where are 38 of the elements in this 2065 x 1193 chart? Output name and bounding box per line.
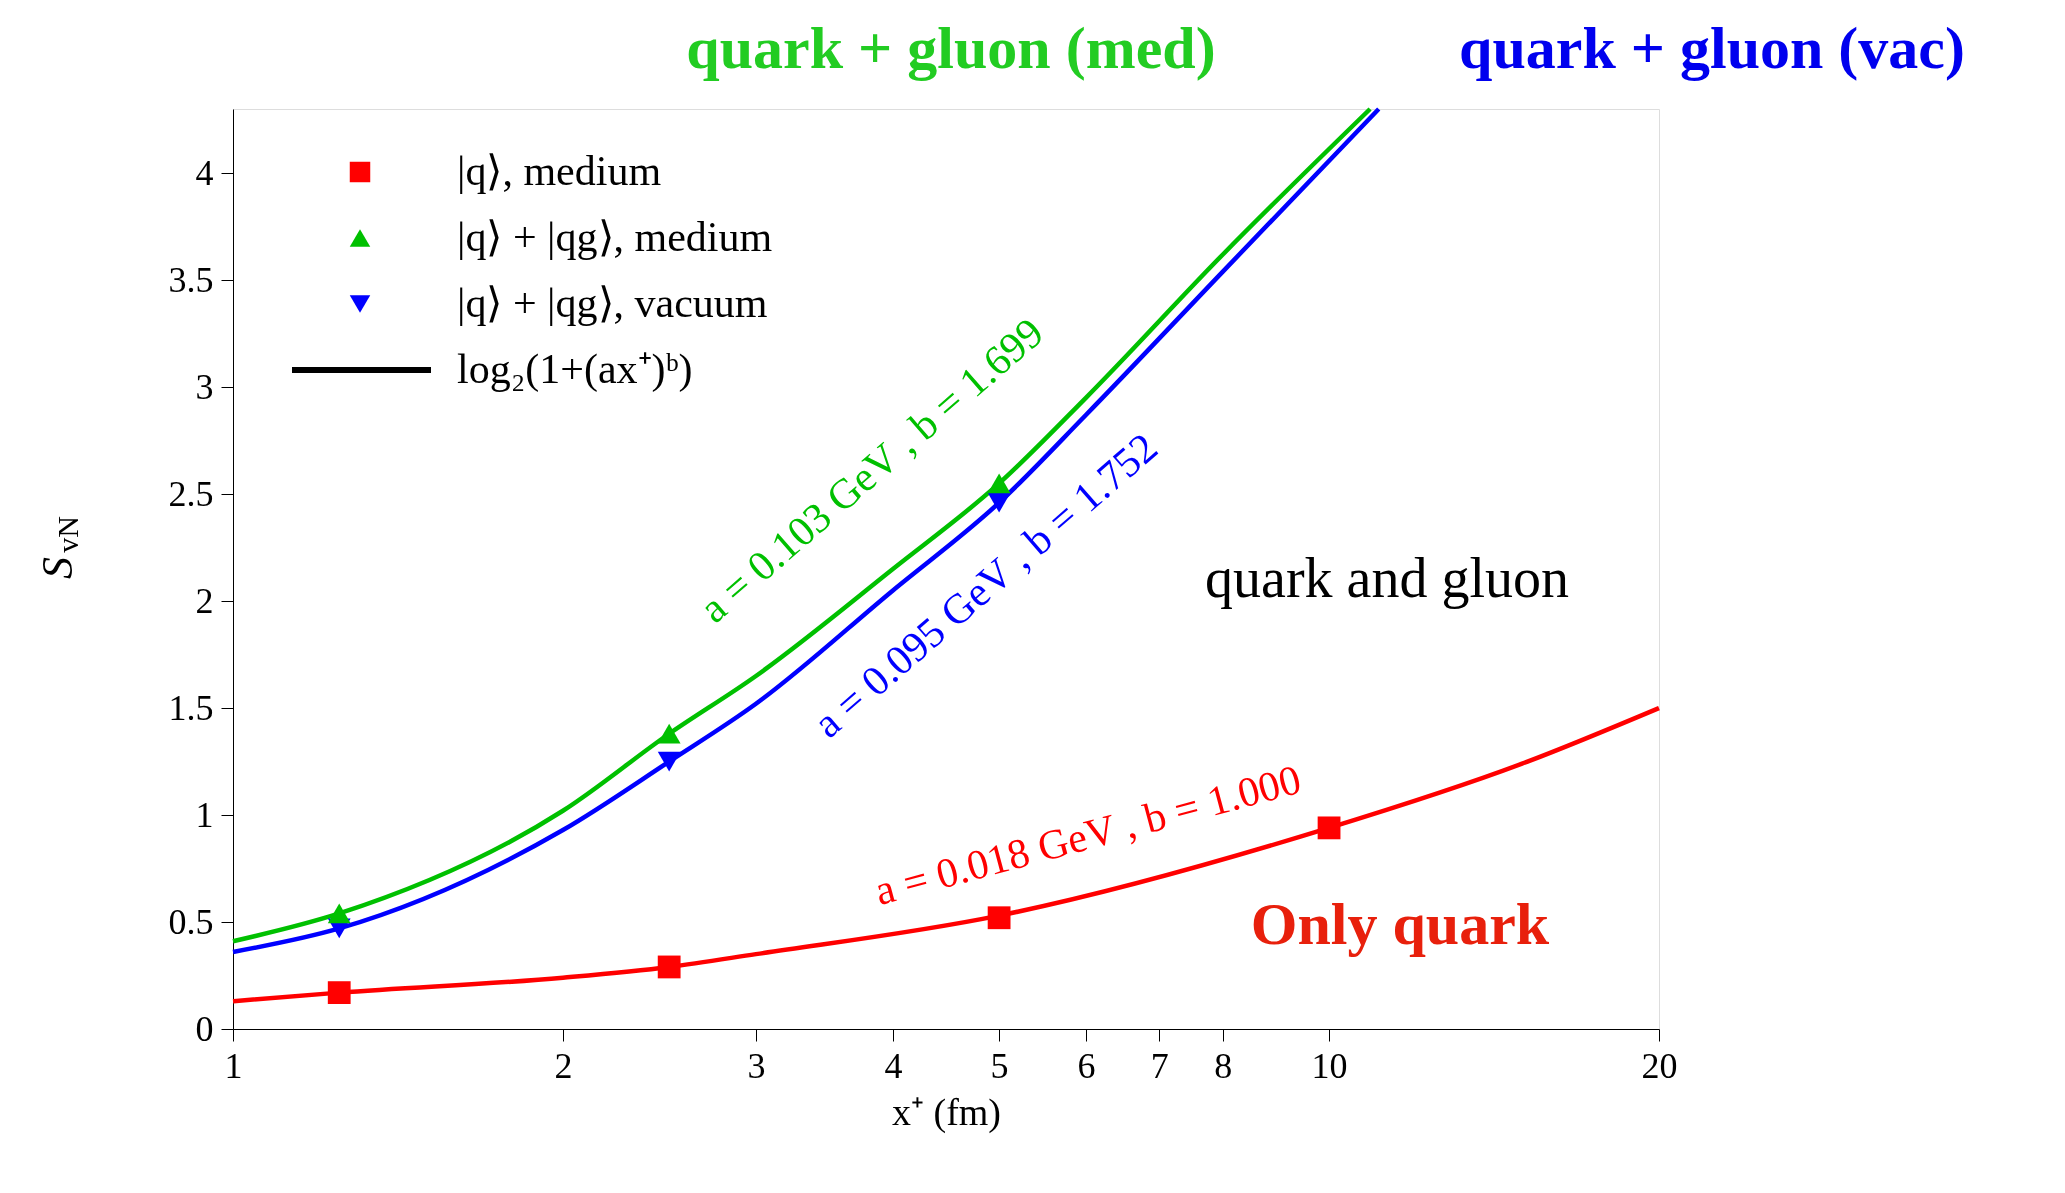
point	[1317, 816, 1341, 840]
annotation: Only quark	[1250, 891, 1550, 957]
x-tick-label: 10	[1311, 1045, 1348, 1086]
text: quark + gluon (vac)	[1459, 15, 1965, 81]
y-tick-label: 3.5	[168, 259, 214, 300]
x-tick-label: 7	[1150, 1045, 1169, 1086]
legend-label: |q⟩ + |qg⟩, medium	[457, 214, 773, 260]
point	[657, 955, 681, 979]
annotation: quark and gluon	[1205, 547, 1569, 609]
x-tick-label: 4	[884, 1045, 903, 1086]
point	[657, 723, 681, 744]
legend-label: |q⟩ + |qg⟩, vacuum	[457, 280, 768, 326]
point	[987, 473, 1011, 494]
y-tick-label: 0	[195, 1008, 214, 1049]
point	[657, 751, 681, 772]
x-tick-label: 3	[747, 1045, 766, 1086]
x-tick-label: 2	[554, 1045, 573, 1086]
y-tick-label: 2	[195, 580, 214, 621]
y-tick-label: 1.5	[168, 687, 214, 728]
y-tick-label: 1	[195, 794, 214, 835]
x-tick-label: 8	[1214, 1045, 1233, 1086]
x-tick-label: 1	[224, 1045, 243, 1086]
y-tick-label: 2.5	[168, 473, 214, 514]
legend-label: |q⟩, medium	[457, 148, 662, 194]
legend-label: log₂(1+(ax⁺)ᵇ)	[457, 346, 693, 393]
y-axis-title: SvN	[33, 516, 84, 579]
text: quark + gluon (med)	[686, 15, 1216, 81]
point	[327, 903, 351, 924]
x-axis-title: x⁺ (fm)	[891, 1090, 1002, 1134]
point	[987, 492, 1011, 513]
point	[987, 906, 1011, 930]
y-tick-label: 3	[195, 366, 214, 407]
y-tick-label: 4	[195, 152, 214, 193]
point	[327, 981, 351, 1005]
y-tick-label: 0.5	[168, 901, 214, 942]
x-tick-label: 6	[1077, 1045, 1096, 1086]
x-tick-label: 20	[1641, 1045, 1678, 1086]
x-tick-label: 5	[990, 1045, 1009, 1086]
